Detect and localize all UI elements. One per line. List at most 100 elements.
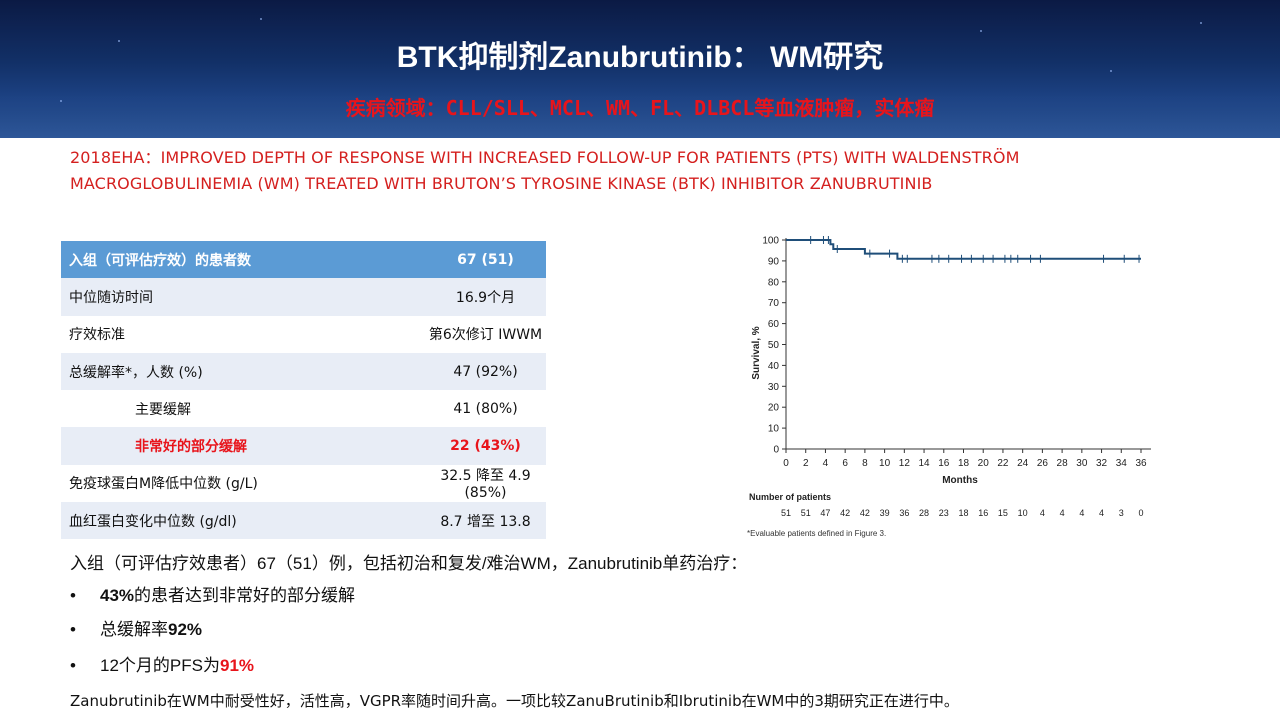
row-value: 8.7 增至 13.8 bbox=[425, 502, 546, 540]
risk-count: 4 bbox=[1099, 508, 1104, 518]
summary-table: 入组（可评估疗效）的患者数 67 (51) 中位随访时间 16.9个月 疗效标准… bbox=[61, 241, 546, 540]
table-row: 血红蛋白变化中位数 (g/dl) 8.7 增至 13.8 bbox=[61, 502, 546, 540]
risk-count: 42 bbox=[840, 508, 850, 518]
star-dot bbox=[260, 18, 262, 20]
x-tick-label: 12 bbox=[899, 458, 911, 469]
slide-title: BTK抑制剂Zanubrutinib： WM研究 bbox=[396, 41, 884, 74]
x-tick-label: 16 bbox=[938, 458, 950, 469]
x-tick-label: 30 bbox=[1076, 458, 1088, 469]
risk-count: 10 bbox=[1018, 508, 1028, 518]
table-row: 免疫球蛋白M降低中位数 (g/L) 32.5 降至 4.9 (85%) bbox=[61, 465, 546, 502]
banner-glow bbox=[0, 95, 1280, 138]
bullet-value: 43% bbox=[100, 586, 135, 605]
x-tick-label: 24 bbox=[1017, 458, 1029, 469]
x-tick-label: 26 bbox=[1037, 458, 1049, 469]
title-banner: BTK抑制剂Zanubrutinib： WM研究 疾病领域：CLL/SLL、MC… bbox=[0, 0, 1280, 138]
summary-notes: 入组（可评估疗效患者）67（51）例，包括初治和复发/难治WM，Zanubrut… bbox=[70, 551, 1220, 677]
risk-count: 3 bbox=[1119, 508, 1124, 518]
risk-count: 0 bbox=[1138, 508, 1143, 518]
table-row-highlight: 非常好的部分缓解 22 (43%) bbox=[61, 427, 546, 465]
star-dot bbox=[60, 100, 62, 102]
chart-axes bbox=[785, 238, 1151, 450]
bullet-glyph: • bbox=[70, 620, 76, 639]
x-tick-label: 18 bbox=[958, 458, 970, 469]
notes-intro: 入组（可评估疗效患者）67（51）例，包括初治和复发/难治WM，Zanubrut… bbox=[70, 554, 748, 573]
risk-count: 36 bbox=[899, 508, 909, 518]
bullet-glyph: • bbox=[70, 656, 76, 675]
y-tick-label: 80 bbox=[768, 277, 780, 288]
star-dot bbox=[1200, 22, 1202, 24]
study-title: 2018EHA：IMPROVED DEPTH OF RESPONSE WITH … bbox=[70, 145, 1220, 197]
y-tick-label: 60 bbox=[768, 319, 780, 330]
row-value: 47 (92%) bbox=[425, 352, 546, 391]
x-tick-label: 32 bbox=[1096, 458, 1108, 469]
x-tick-label: 28 bbox=[1057, 458, 1069, 469]
y-tick-label: 10 bbox=[768, 424, 780, 435]
row-label: 主要缓解 bbox=[135, 401, 191, 418]
star-dot bbox=[980, 30, 982, 32]
y-tick-label: 70 bbox=[768, 298, 780, 309]
bullet-value: 91% bbox=[219, 656, 255, 675]
risk-count: 28 bbox=[919, 508, 929, 518]
y-tick-label: 30 bbox=[768, 382, 780, 393]
y-axis-label: Survival, % bbox=[751, 326, 762, 379]
row-value: 41 (80%) bbox=[453, 400, 518, 417]
row-value: 67 (51) bbox=[425, 241, 546, 279]
star-dot bbox=[118, 40, 120, 42]
risk-count: 51 bbox=[801, 508, 811, 518]
row-value: 16.9个月 bbox=[425, 278, 546, 316]
risk-count: 23 bbox=[939, 508, 949, 518]
risk-count: 4 bbox=[1040, 508, 1045, 518]
x-tick-label: 34 bbox=[1116, 458, 1128, 469]
x-tick-label: 10 bbox=[879, 458, 891, 469]
y-tick-label: 90 bbox=[768, 256, 780, 267]
chart-series bbox=[786, 236, 1141, 263]
table-row: 疗效标准 第6次修订 IWWM bbox=[61, 316, 546, 353]
x-axis-label: Months bbox=[942, 475, 978, 486]
row-label: 非常好的部分缓解 bbox=[61, 427, 425, 465]
x-tick-label: 8 bbox=[862, 458, 868, 469]
study-title-line2: MACROGLOBULINEMIA (WM) TREATED WITH BRUT… bbox=[70, 174, 933, 193]
bullet-value: 92% bbox=[168, 620, 203, 639]
bullet-item: • 43%的患者达到非常好的部分缓解 bbox=[70, 585, 1220, 607]
y-tick-label: 0 bbox=[773, 445, 779, 456]
row-label: 中位随访时间 bbox=[61, 278, 425, 316]
risk-count: 4 bbox=[1060, 508, 1065, 518]
x-tick-label: 14 bbox=[918, 458, 930, 469]
bullet-text: 12个月的PFS为 bbox=[100, 656, 220, 675]
risk-count: 47 bbox=[820, 508, 830, 518]
y-tick-label: 50 bbox=[768, 340, 780, 351]
bullet-text: 的患者达到非常好的部分缓解 bbox=[134, 586, 356, 605]
x-tick-label: 20 bbox=[978, 458, 990, 469]
risk-table-label: Number of patients bbox=[749, 492, 831, 502]
footer-note: Zanubrutinib在WM中耐受性好，活性高，VGPR率随时间升高。一项比较… bbox=[70, 692, 959, 710]
risk-count: 42 bbox=[860, 508, 870, 518]
bullet-glyph: • bbox=[70, 586, 76, 605]
bullet-item: • 总缓解率92% bbox=[70, 619, 1220, 641]
x-tick-label: 22 bbox=[997, 458, 1009, 469]
risk-count: 18 bbox=[958, 508, 968, 518]
risk-count: 15 bbox=[998, 508, 1008, 518]
row-label: 总缓解率*，人数 (%) bbox=[61, 352, 425, 391]
risk-count: 39 bbox=[880, 508, 890, 518]
x-tick-label: 2 bbox=[803, 458, 809, 469]
table-row: 中位随访时间 16.9个月 bbox=[61, 278, 546, 316]
row-label: 血红蛋白变化中位数 (g/dl) bbox=[61, 502, 425, 540]
risk-count: 4 bbox=[1079, 508, 1084, 518]
row-value: 第6次修订 IWWM bbox=[428, 327, 543, 344]
bullet-item: • 12个月的PFS为91% bbox=[70, 655, 1220, 677]
y-tick-label: 40 bbox=[768, 361, 780, 372]
risk-count: 16 bbox=[978, 508, 988, 518]
x-tick-label: 6 bbox=[842, 458, 848, 469]
risk-count: 51 bbox=[781, 508, 791, 518]
row-label: 免疫球蛋白M降低中位数 (g/L) bbox=[69, 476, 258, 493]
x-tick-label: 0 bbox=[783, 458, 789, 469]
x-tick-label: 4 bbox=[823, 458, 829, 469]
y-tick-label: 100 bbox=[762, 236, 779, 247]
slide-subtitle: 疾病领域：CLL/SLL、MCL、WM、FL、DLBCL等血液肿瘤，实体瘤 bbox=[345, 96, 935, 120]
table-header-row: 入组（可评估疗效）的患者数 67 (51) bbox=[61, 241, 546, 279]
bullet-text: 总缓解率 bbox=[100, 620, 168, 639]
x-tick-label: 36 bbox=[1135, 458, 1147, 469]
